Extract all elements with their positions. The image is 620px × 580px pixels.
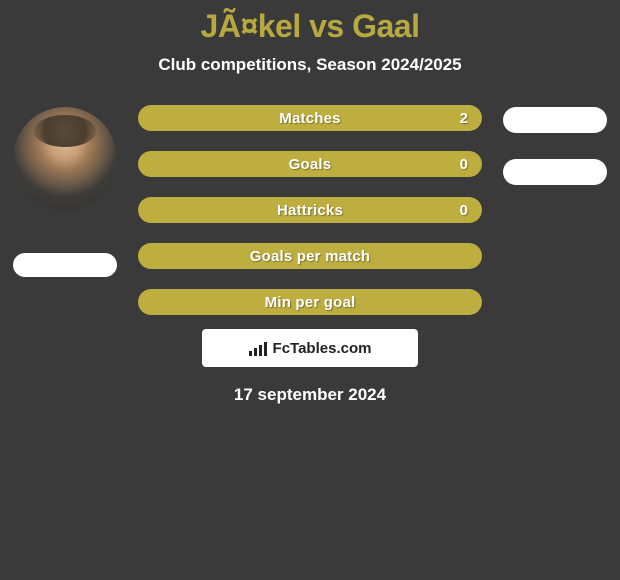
stat-bar-goals-per-match: Goals per match xyxy=(138,243,482,269)
page-title: JÃ¤kel vs Gaal xyxy=(0,8,620,45)
stats-bars: Matches 2 Goals 0 Hattricks 0 Goals per … xyxy=(138,105,482,315)
date-text: 17 september 2024 xyxy=(0,385,620,405)
player-left-name-pill xyxy=(13,253,117,277)
comparison-card: JÃ¤kel vs Gaal Club competitions, Season… xyxy=(0,0,620,405)
stat-label: Matches xyxy=(138,110,482,127)
stat-bar-goals: Goals 0 xyxy=(138,151,482,177)
stat-value: 2 xyxy=(460,110,468,127)
stat-label: Goals per match xyxy=(138,248,482,265)
stat-value: 0 xyxy=(460,202,468,219)
watermark-badge: FcTables.com xyxy=(202,329,418,367)
stat-label: Hattricks xyxy=(138,202,482,219)
bar-chart-icon xyxy=(249,340,267,356)
stat-value: 0 xyxy=(460,156,468,173)
player-right-column xyxy=(500,105,610,211)
page-subtitle: Club competitions, Season 2024/2025 xyxy=(0,55,620,75)
stat-bar-min-per-goal: Min per goal xyxy=(138,289,482,315)
main-row: Matches 2 Goals 0 Hattricks 0 Goals per … xyxy=(0,105,620,315)
player-right-name-pill xyxy=(503,159,607,185)
stat-bar-matches: Matches 2 xyxy=(138,105,482,131)
stat-label: Min per goal xyxy=(138,294,482,311)
player-left-column xyxy=(10,105,120,277)
stat-bar-hattricks: Hattricks 0 xyxy=(138,197,482,223)
player-left-avatar xyxy=(13,107,117,211)
player-right-avatar-pill xyxy=(503,107,607,133)
stat-label: Goals xyxy=(138,156,482,173)
watermark-text: FcTables.com xyxy=(273,340,372,357)
